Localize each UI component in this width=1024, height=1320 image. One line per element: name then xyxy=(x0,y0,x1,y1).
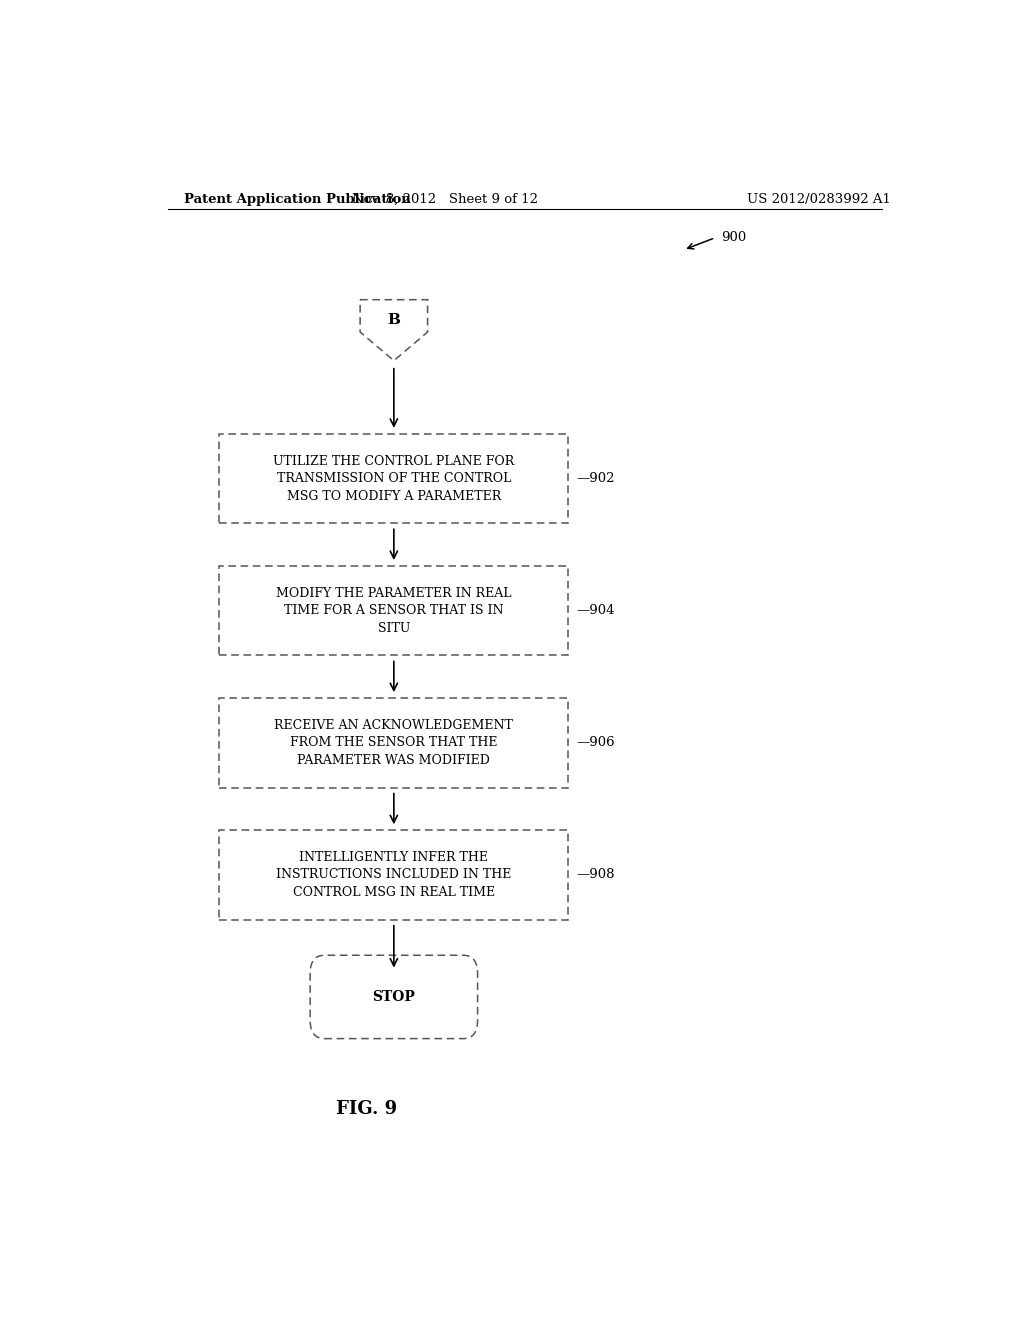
Text: —906: —906 xyxy=(577,737,615,750)
Text: MODIFY THE PARAMETER IN REAL
TIME FOR A SENSOR THAT IS IN
SITU: MODIFY THE PARAMETER IN REAL TIME FOR A … xyxy=(276,586,512,635)
Text: Nov. 8, 2012   Sheet 9 of 12: Nov. 8, 2012 Sheet 9 of 12 xyxy=(352,193,539,206)
Text: UTILIZE THE CONTROL PLANE FOR
TRANSMISSION OF THE CONTROL
MSG TO MODIFY A PARAME: UTILIZE THE CONTROL PLANE FOR TRANSMISSI… xyxy=(273,454,514,503)
Text: STOP: STOP xyxy=(373,990,416,1005)
Text: RECEIVE AN ACKNOWLEDGEMENT
FROM THE SENSOR THAT THE
PARAMETER WAS MODIFIED: RECEIVE AN ACKNOWLEDGEMENT FROM THE SENS… xyxy=(274,719,513,767)
Text: FIG. 9: FIG. 9 xyxy=(336,1100,396,1118)
Text: INTELLIGENTLY INFER THE
INSTRUCTIONS INCLUDED IN THE
CONTROL MSG IN REAL TIME: INTELLIGENTLY INFER THE INSTRUCTIONS INC… xyxy=(276,851,512,899)
Text: —904: —904 xyxy=(577,605,614,618)
Text: B: B xyxy=(387,313,400,327)
Text: US 2012/0283992 A1: US 2012/0283992 A1 xyxy=(748,193,891,206)
Text: 900: 900 xyxy=(722,231,746,244)
Text: —908: —908 xyxy=(577,869,614,882)
Text: —902: —902 xyxy=(577,473,614,484)
Text: Patent Application Publication: Patent Application Publication xyxy=(183,193,411,206)
